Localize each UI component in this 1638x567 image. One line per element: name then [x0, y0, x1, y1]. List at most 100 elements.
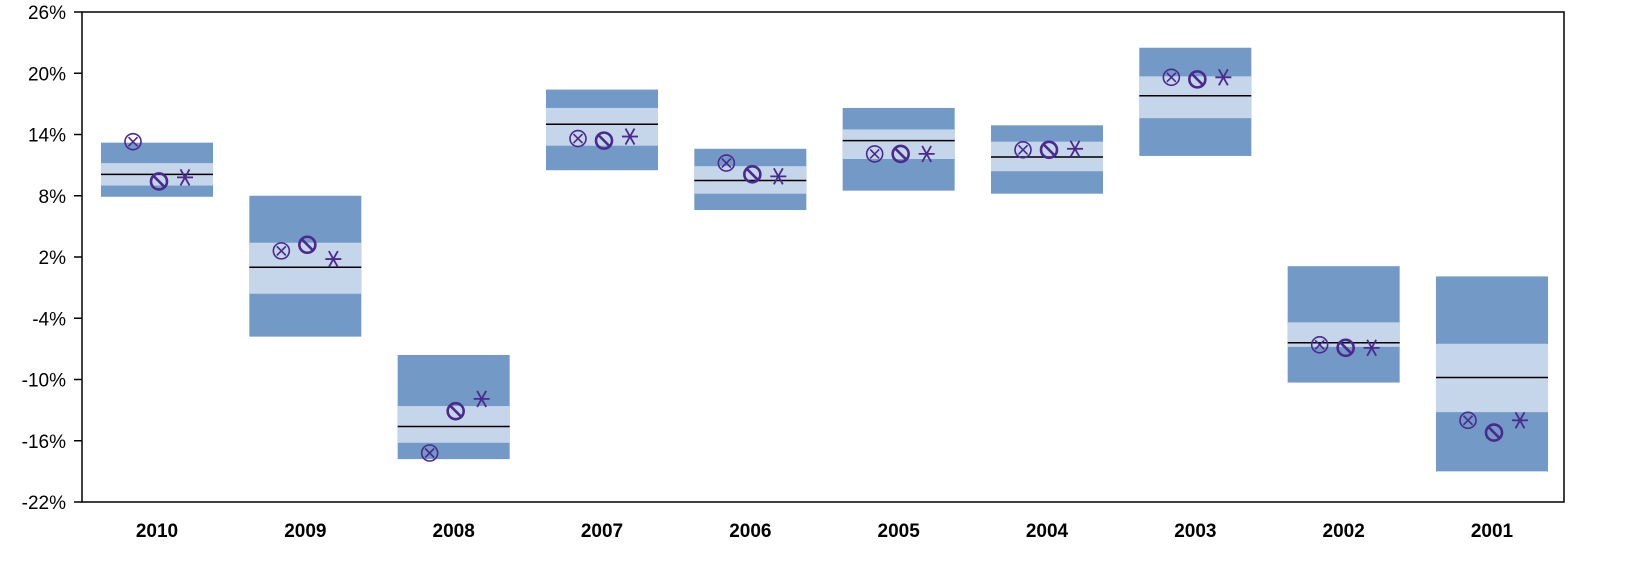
y-axis: 26% 20% 14% 8% 2% -4% -10% -16% -22% [22, 3, 82, 514]
circle-x-marker [272, 242, 291, 260]
range-box-2008 [397, 355, 510, 460]
y-tick-label: -4% [32, 309, 66, 330]
series-markers [124, 68, 1528, 462]
circle-slash-marker [1336, 338, 1355, 358]
marker-arm-b [1069, 140, 1081, 158]
marker-slash [300, 238, 314, 252]
circle-slash-marker [594, 131, 614, 150]
marker-circle [420, 444, 439, 462]
circle-slash-marker [1484, 423, 1504, 442]
marker-slash [597, 134, 611, 148]
inner-range-bar [397, 406, 510, 443]
x-category-label: 2008 [433, 521, 475, 542]
circle-slash-marker [743, 165, 762, 184]
marker-circle [569, 129, 587, 148]
asterisk-marker [473, 390, 490, 408]
asterisk-marker [918, 145, 935, 163]
marker-slash [1190, 72, 1204, 86]
range-box-2009 [249, 195, 362, 337]
marker-slash [1042, 143, 1056, 157]
inner-range-bar [249, 242, 362, 294]
range-box-2007 [546, 89, 658, 171]
x-category-label: 2002 [1323, 521, 1365, 542]
marker-circle [594, 131, 614, 150]
marker-slash [449, 404, 463, 418]
marker-slash [894, 147, 908, 161]
range-boxes [101, 47, 1548, 472]
marker-cross-b [1166, 72, 1177, 83]
range-box-2004 [991, 125, 1103, 194]
circle-slash-marker [1039, 140, 1059, 160]
y-tick-label: 14% [28, 126, 66, 147]
inner-range-bar [842, 129, 955, 159]
marker-cross-b [424, 447, 435, 459]
marker-arm-b [1218, 68, 1229, 86]
marker-cross-b [572, 133, 584, 144]
y-tick-label: -16% [22, 432, 66, 453]
marker-circle [891, 144, 910, 164]
marker-arm-b [773, 167, 784, 185]
range-box-2006 [694, 148, 807, 211]
circle-x-marker [1310, 335, 1329, 354]
x-category-label: 2004 [1026, 521, 1069, 542]
marker-arm-b [476, 390, 487, 408]
circle-slash-marker [298, 235, 317, 255]
marker-circle [298, 235, 317, 255]
marker-arm-b [1366, 339, 1377, 357]
marker-circle [717, 154, 736, 172]
marker-circle [124, 132, 142, 151]
y-tick-label: 26% [28, 3, 66, 24]
marker-circle [1039, 140, 1059, 160]
range-box-2005 [842, 107, 955, 191]
range-box-2001 [1436, 276, 1548, 472]
y-tick-label: 20% [28, 64, 66, 85]
marker-cross-b [1462, 415, 1474, 426]
marker-slash [1339, 341, 1353, 355]
circle-slash-marker [1188, 70, 1207, 89]
marker-cross-b [869, 148, 880, 159]
marker-cross-b [276, 245, 287, 256]
marker-circle [1162, 68, 1181, 87]
x-category-label: 2001 [1471, 521, 1514, 542]
y-tick-label: 2% [39, 248, 67, 269]
circle-x-marker [124, 132, 142, 151]
circle-slash-marker [891, 144, 910, 164]
inner-range-bar [1139, 76, 1252, 119]
marker-slash [745, 167, 759, 181]
circle-x-marker [420, 444, 439, 462]
range-box-2003 [1139, 47, 1252, 156]
marker-circle [1484, 423, 1504, 442]
range-box-2002 [1287, 266, 1400, 383]
marker-circle [865, 145, 884, 163]
circle-x-marker [1162, 68, 1181, 87]
marker-cross-b [1017, 144, 1029, 155]
x-category-label: 2010 [136, 521, 178, 542]
asterisk-marker [1363, 339, 1380, 357]
marker-slash [152, 175, 166, 188]
marker-circle [1336, 338, 1355, 358]
marker-circle [1188, 70, 1207, 89]
circle-x-marker [1014, 141, 1032, 159]
marker-circle [743, 165, 762, 184]
marker-cross-b [127, 136, 139, 147]
y-tick-label: -10% [22, 371, 66, 392]
marker-circle [1310, 335, 1329, 354]
x-category-label: 2005 [878, 521, 921, 542]
asterisk-marker [622, 128, 638, 145]
marker-circle [272, 242, 291, 260]
marker-circle [149, 172, 169, 191]
marker-cross-b [1314, 339, 1325, 350]
marker-circle [446, 401, 465, 421]
marker-circle [1459, 411, 1477, 430]
marker-circle [1014, 141, 1032, 159]
asterisk-marker [177, 168, 193, 186]
x-category-label: 2007 [581, 521, 623, 542]
x-category-label: 2006 [729, 521, 771, 542]
circle-x-marker [1459, 411, 1477, 430]
marker-arm-b [328, 250, 339, 268]
circle-x-marker [865, 145, 884, 163]
circle-x-marker [717, 154, 736, 172]
asterisk-marker [1512, 411, 1528, 429]
y-tick-label: -22% [22, 493, 66, 514]
